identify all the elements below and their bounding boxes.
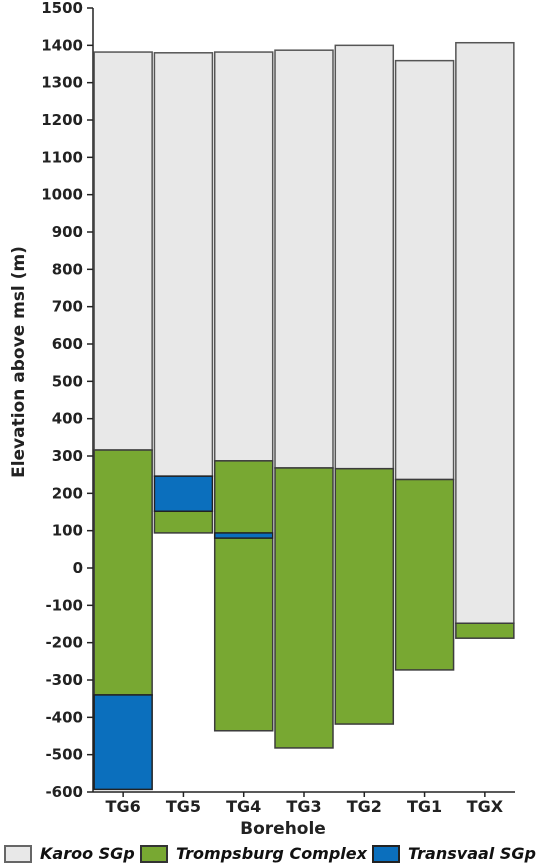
x-tick-label: TG2 <box>347 797 382 816</box>
x-tick-label: TG1 <box>407 797 442 816</box>
y-tick-label: 1500 <box>41 0 83 17</box>
legend-label-trompsburg: Trompsburg Complex <box>176 844 367 863</box>
bar-karoo-sgp-tg1 <box>394 59 455 481</box>
y-tick-label: 400 <box>52 410 83 428</box>
y-tick-label: -200 <box>45 634 83 652</box>
category-labels: TG6 TG5 TG4 TG3 TG2 TG1 TGX <box>106 797 504 816</box>
legend-item-transvaal: Transvaal SGp <box>372 844 536 863</box>
bar-transvaal-sgp-tg5 <box>153 475 214 513</box>
bar-karoo-sgp-tg6 <box>93 51 153 451</box>
x-tick-label: TG3 <box>286 797 321 816</box>
bar-transvaal-sgp-tg6 <box>93 694 153 791</box>
y-tick-label: -400 <box>45 708 83 726</box>
y-tick-label: 600 <box>52 335 83 353</box>
legend-swatch-transvaal <box>372 844 400 863</box>
legend-item-karoo: Karoo SGp <box>4 844 135 863</box>
bar-trompsburg-complex-tgx <box>455 622 515 639</box>
stacked-bar-chart: -600 -500 -400 -300 -200 -100 0 100 200 300 400 500… <box>9 0 515 838</box>
x-axis-title: Borehole <box>240 819 326 838</box>
y-axis-title: Elevation above msl (m) <box>9 246 29 478</box>
bar-karoo-sgp-tg3 <box>274 49 334 469</box>
y-tick-label: -100 <box>45 596 83 614</box>
y-tick-label: 500 <box>52 372 83 390</box>
y-tick-label: 1300 <box>41 74 83 92</box>
y-tick-label: -500 <box>45 746 83 764</box>
bar-transvaal-sgp-tg4 <box>213 532 274 539</box>
y-tick-label: 1400 <box>41 36 83 54</box>
y-tick-label: 900 <box>52 223 83 241</box>
legend: Karoo SGp Trompsburg Complex Transvaal S… <box>0 838 540 866</box>
y-tick-label: 1200 <box>41 111 83 129</box>
legend-item-trompsburg: Trompsburg Complex <box>140 844 367 863</box>
legend-label-transvaal: Transvaal SGp <box>408 844 536 863</box>
bar-trompsburg-complex-tg2 <box>334 467 395 725</box>
tick-labels: -600 -500 -400 -300 -200 -100 0 100 200 300 400 500… <box>41 0 83 801</box>
y-tick-label: -600 <box>45 783 83 801</box>
axis-layer <box>87 7 515 797</box>
y-tick-label: 800 <box>52 260 83 278</box>
bar-karoo-sgp-tg2 <box>334 44 395 470</box>
y-tick-label: 0 <box>73 559 83 577</box>
legend-swatch-karoo <box>4 844 32 863</box>
bar-karoo-sgp-tgx <box>455 41 515 625</box>
x-tick-label: TG6 <box>106 797 141 816</box>
bar-karoo-sgp-tg5 <box>153 52 214 477</box>
bar-trompsburg-complex-tg1 <box>394 478 455 671</box>
y-tick-label: -300 <box>45 671 83 689</box>
bar-karoo-sgp-tg4 <box>213 51 274 462</box>
bar-trompsburg-complex-tg5 <box>153 510 214 534</box>
y-tick-label: 1000 <box>41 186 83 204</box>
legend-label-karoo: Karoo SGp <box>40 844 135 863</box>
y-tick-label: 200 <box>52 484 83 502</box>
x-tick-label: TG4 <box>226 797 261 816</box>
bars-layer <box>93 41 515 791</box>
y-tick-label: 300 <box>52 447 83 465</box>
x-tick-label: TGX <box>467 797 504 816</box>
y-tick-label: 100 <box>52 522 83 540</box>
legend-swatch-trompsburg <box>140 844 168 863</box>
y-tick-label: 700 <box>52 298 83 316</box>
bar-trompsburg-complex-tg4 <box>213 460 274 732</box>
y-tick-label: 1100 <box>41 148 83 166</box>
x-tick-label: TG5 <box>166 797 201 816</box>
bar-trompsburg-complex-tg6 <box>93 449 153 696</box>
bar-trompsburg-complex-tg3 <box>274 467 334 749</box>
